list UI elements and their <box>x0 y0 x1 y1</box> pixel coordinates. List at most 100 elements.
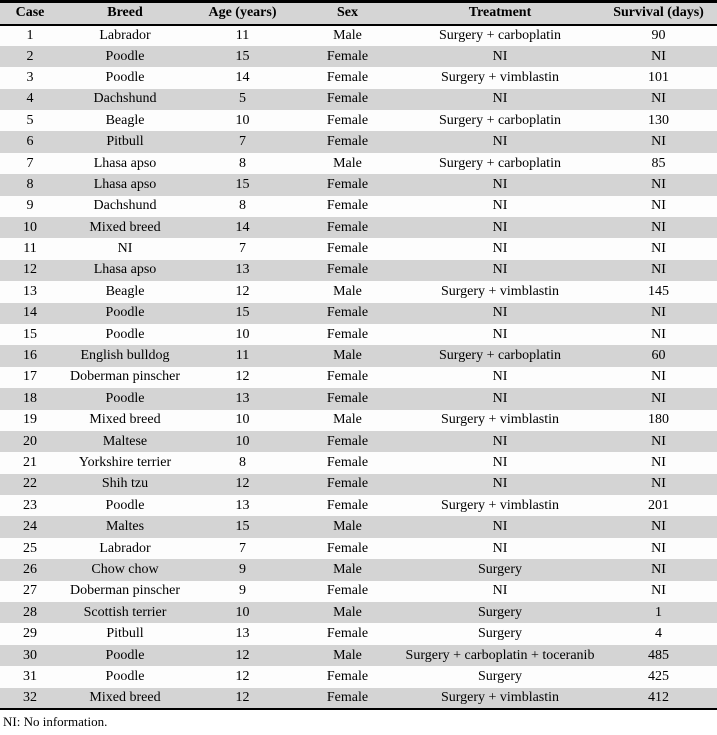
cell-age: 10 <box>235 412 250 428</box>
table-row: 4 Dachshund 5 Female NI NI <box>0 88 717 111</box>
cell-treatment: Surgery <box>477 668 523 684</box>
cell-case: 15 <box>23 326 37 342</box>
cell-case: 22 <box>23 476 37 492</box>
column-header-survival: Survival (days) <box>600 1 717 26</box>
cell-sex: Female <box>326 112 369 128</box>
cell-treatment: NI <box>492 219 508 235</box>
cell-breed: Poodle <box>105 48 145 64</box>
table-row: 11 NI 7 Female NI NI <box>0 238 717 260</box>
cell-treatment: Surgery <box>477 561 523 577</box>
cell-age: 15 <box>235 305 250 321</box>
cell-age: 5 <box>239 91 246 107</box>
cell-survival: 85 <box>651 155 666 171</box>
cell-age: 13 <box>235 262 250 278</box>
cell-treatment: NI <box>492 433 508 449</box>
cell-breed: Dachshund <box>93 198 157 214</box>
cell-survival: 130 <box>648 112 669 128</box>
cell-age: 10 <box>235 433 250 449</box>
cell-sex: Female <box>326 689 369 705</box>
cell-age: 14 <box>235 219 250 235</box>
cell-case: 9 <box>26 198 34 214</box>
cell-survival: NI <box>651 176 666 192</box>
cell-breed: Shih tzu <box>101 476 149 492</box>
cell-sex: Female <box>326 241 369 257</box>
cell-treatment: NI <box>492 134 508 150</box>
cell-sex: Female <box>326 198 369 214</box>
cell-breed: Doberman pinscher <box>69 369 181 385</box>
cell-age: 15 <box>235 519 250 535</box>
cell-treatment: Surgery + vimblastin <box>440 69 560 85</box>
cell-treatment: NI <box>492 583 508 599</box>
table-row: 17 Doberman pinscher 12 Female NI NI <box>0 366 717 389</box>
table-row: 10 Mixed breed 14 Female NI NI <box>0 217 717 239</box>
cell-age: 13 <box>235 626 250 642</box>
cell-treatment: NI <box>492 455 508 470</box>
cell-survival: NI <box>651 134 666 150</box>
cell-case: 11 <box>23 241 37 257</box>
cell-survival: NI <box>651 561 666 577</box>
cell-age: 11 <box>235 27 250 43</box>
cell-survival: NI <box>651 390 666 406</box>
column-header-treatment: Treatment <box>400 1 600 26</box>
cell-breed: Lhasa apso <box>93 262 157 278</box>
table-footnote: NI: No information. <box>3 714 108 729</box>
cell-survival: NI <box>651 476 666 492</box>
cell-case: 28 <box>23 604 37 620</box>
cell-age: 15 <box>235 48 250 64</box>
table-row: 26 Chow chow 9 Male Surgery NI <box>0 559 717 581</box>
cell-age: 12 <box>235 689 250 705</box>
column-header-breed: Breed <box>60 1 190 26</box>
cell-case: 8 <box>26 176 34 192</box>
table-row: 6 Pitbull 7 Female NI NI <box>0 131 717 153</box>
cell-age: 13 <box>235 390 250 406</box>
cell-sex: Female <box>326 219 369 235</box>
table-row: 25 Labrador 7 Female NI NI <box>0 537 717 560</box>
cell-case: 29 <box>23 626 37 642</box>
cell-case: 24 <box>23 519 37 535</box>
cell-age: 10 <box>235 604 250 620</box>
cell-treatment: Surgery + carboplatin <box>439 348 561 364</box>
cell-case: 2 <box>26 48 34 64</box>
table-header-row: Case Breed Age (years) Sex Treatment Survival… <box>0 1 717 26</box>
cell-treatment: NI <box>492 176 508 192</box>
cell-case: 6 <box>26 134 34 150</box>
cell-case: 26 <box>23 561 37 577</box>
cell-sex: Female <box>326 91 369 107</box>
cell-age: 7 <box>239 134 246 150</box>
cell-survival: NI <box>651 455 666 470</box>
cell-case: 16 <box>23 348 37 364</box>
cell-breed: Poodle <box>105 390 145 406</box>
table-row: 27 Doberman pinscher 9 Female NI NI <box>0 580 717 603</box>
cell-sex: Male <box>333 27 362 43</box>
cell-sex: Male <box>333 561 362 577</box>
table-row: 16 English bulldog 11 Male Surgery + carbopl… <box>0 345 717 367</box>
cell-treatment: NI <box>492 48 508 64</box>
table-row: 1 Labrador 11 Male Surgery + carboplatin 90 <box>0 24 717 46</box>
table-row: 7 Lhasa apso 8 Male Surgery + carboplatin 85 <box>0 152 717 175</box>
cell-treatment: Surgery + vimblastin <box>440 412 560 428</box>
cell-sex: Female <box>326 476 369 492</box>
cell-breed: Mixed breed <box>89 219 161 235</box>
cell-breed: Beagle <box>105 283 145 299</box>
cell-case: 32 <box>23 689 37 705</box>
cell-case: 3 <box>26 69 34 85</box>
cell-sex: Female <box>326 326 369 342</box>
cell-survival: 145 <box>648 283 669 299</box>
table-row: 9 Dachshund 8 Female NI NI <box>0 195 717 218</box>
cell-survival: NI <box>651 262 666 278</box>
cell-sex: Female <box>326 262 369 278</box>
cell-treatment: NI <box>492 540 508 556</box>
column-header-sex: Sex <box>295 1 400 26</box>
cell-survival: 4 <box>655 626 662 642</box>
cell-case: 21 <box>23 455 37 470</box>
column-header-age: Age (years) <box>190 1 295 26</box>
cell-breed: Maltes <box>105 519 145 535</box>
cell-breed: Pitbull <box>106 134 144 150</box>
cell-breed: Labrador <box>99 27 151 43</box>
cell-age: 12 <box>235 283 250 299</box>
cell-treatment: Surgery + carboplatin <box>439 155 561 171</box>
column-header-case: Case <box>0 1 60 26</box>
cell-breed: Maltese <box>102 433 148 449</box>
table-row: 8 Lhasa apso 15 Female NI NI <box>0 174 717 196</box>
cell-case: 7 <box>26 155 34 171</box>
